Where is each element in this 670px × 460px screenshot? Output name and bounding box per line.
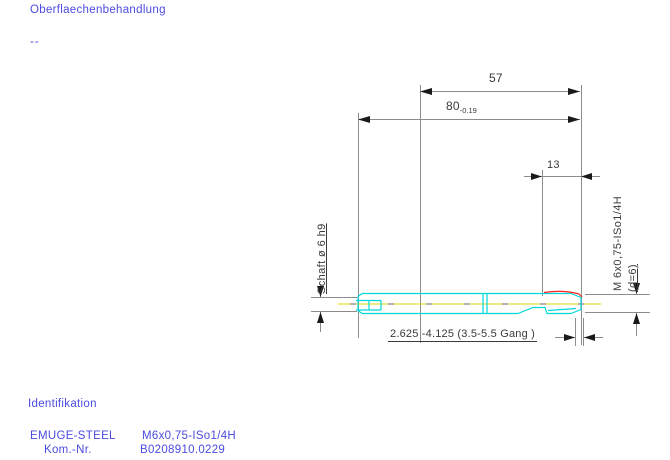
surface-treatment-value: --: [30, 36, 40, 48]
thread-crest-arc: [543, 290, 583, 298]
chamfer-length-label: 2.625 -4.125 (3.5-5.5 Gang ): [388, 328, 538, 342]
commission-number-value: B0208910.0229: [140, 444, 226, 456]
dimension-lines: [311, 85, 650, 346]
shank-diameter-label: Schaft ø 6 h9: [316, 223, 328, 294]
surface-treatment-heading: Oberflaechenbehandlung: [30, 4, 166, 16]
commission-number-label: Kom.-Nr.: [44, 444, 92, 456]
product-spec: M6x0,75-ISo1/4H: [142, 430, 236, 442]
dimension-arrowheads: [317, 88, 640, 341]
thread-diameter-sublabel: (d=6): [627, 264, 639, 292]
dim-80-value: 80: [446, 99, 460, 113]
dim-13-text: 13: [547, 159, 560, 171]
brand-name: EMUGE-STEEL: [30, 430, 116, 442]
dim-80-tolerance: -0.19: [459, 106, 477, 115]
dim-57-text: 57: [489, 71, 503, 85]
tool-outline: [356, 292, 582, 315]
dim-80-text: 80-0.19: [446, 99, 477, 115]
thread-spec-label: M 6x0,75-ISo1/4H: [612, 195, 624, 291]
identification-heading: Identifikation: [28, 398, 97, 410]
